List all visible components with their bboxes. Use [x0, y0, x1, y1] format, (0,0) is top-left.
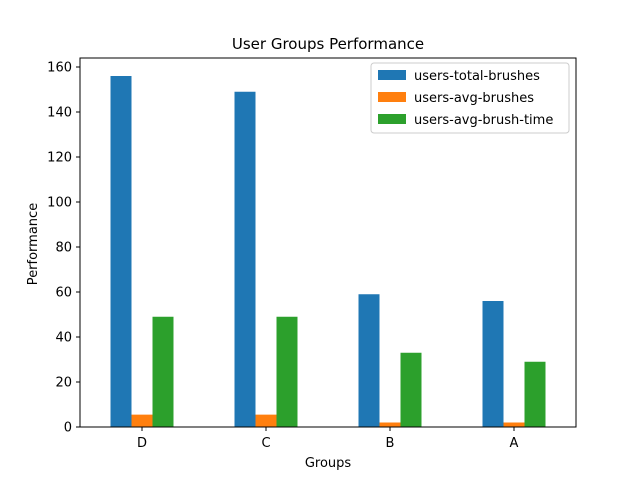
x-tick-label: B [386, 436, 395, 451]
legend-label-users-total-brushes: users-total-brushes [414, 69, 540, 84]
bar-users-avg-brushes-B [379, 422, 401, 427]
bar-users-total-brushes-D [110, 76, 132, 427]
legend-swatch-users-avg-brushes [378, 92, 406, 102]
bar-users-avg-brush-time-C [276, 316, 298, 427]
y-tick-label: 60 [55, 286, 72, 301]
y-tick-label: 160 [47, 61, 72, 76]
bar-users-avg-brush-time-D [152, 316, 174, 427]
x-tick-label: C [261, 436, 270, 451]
chart-title: User Groups Performance [232, 35, 424, 53]
x-axis-label: Groups [305, 456, 352, 471]
y-tick-label: 100 [47, 196, 72, 211]
bar-users-avg-brushes-C [255, 414, 277, 428]
legend-label-users-avg-brushes: users-avg-brushes [414, 91, 534, 106]
legend-swatch-users-total-brushes [378, 70, 406, 80]
y-tick-label: 0 [64, 421, 72, 436]
y-tick-label: 80 [55, 241, 72, 256]
x-tick-label: A [510, 436, 519, 451]
bar-users-total-brushes-C [234, 91, 256, 427]
legend: users-total-brushes users-avg-brushes user… [370, 62, 570, 134]
y-tick-label: 20 [55, 376, 72, 391]
bar-users-avg-brushes-A [503, 422, 525, 427]
bar-users-avg-brushes-D [131, 414, 153, 428]
bar-users-total-brushes-B [358, 294, 380, 427]
y-tick-label: 120 [47, 151, 72, 166]
bar-users-avg-brush-time-B [400, 352, 422, 427]
bar-users-total-brushes-A [482, 301, 504, 427]
legend-label-users-avg-brush-time: users-avg-brush-time [414, 113, 553, 128]
legend-box [370, 62, 570, 134]
legend-swatch-users-avg-brush-time [378, 114, 406, 124]
y-tick-label: 40 [55, 331, 72, 346]
plot-frame [79, 57, 577, 428]
y-tick-label: 140 [47, 106, 72, 121]
x-tick-label: D [137, 436, 147, 451]
plot-area [79, 57, 577, 428]
y-axis-label: Performance [26, 203, 41, 285]
y-axis: 0 20 40 60 80 100 120 140 160 [47, 61, 80, 436]
bar-users-avg-brush-time-A [524, 361, 546, 427]
